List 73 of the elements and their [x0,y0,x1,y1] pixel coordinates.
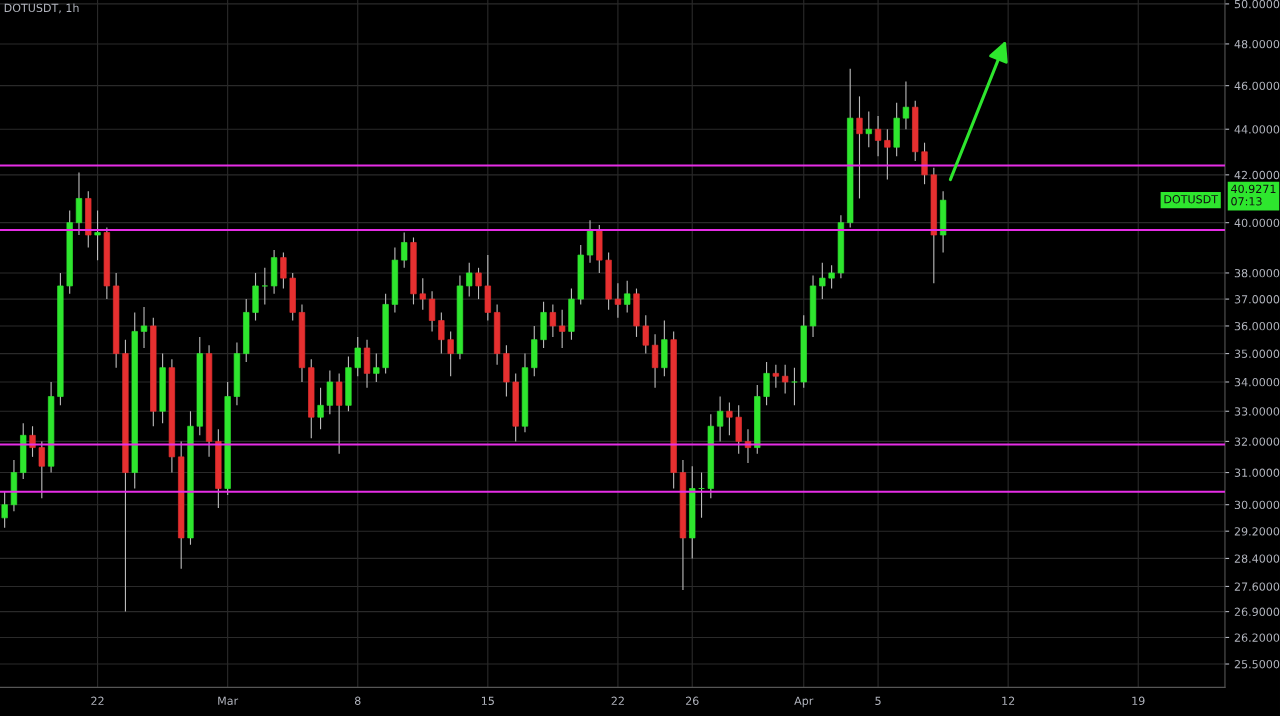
candlestick [94,209,101,261]
candlestick [475,267,482,300]
y-tick-label: 46.0000 [1234,81,1280,91]
candlestick [884,128,891,181]
x-tick-label: 22 [611,696,624,705]
y-tick-label: 36.0000 [1234,321,1280,331]
chart-title: DOTUSDT, 1h [4,3,79,14]
candlestick [354,336,361,377]
y-tick-label: 25.5000 [1234,659,1280,669]
y-tick-label: 28.4000 [1234,554,1280,563]
candlestick [716,395,724,442]
candlestick [865,111,872,148]
y-tick-label: 27.6000 [1234,582,1280,591]
x-tick-label: Apr [794,696,814,708]
y-tick-label: 32.0000 [1234,437,1280,446]
candlestick [466,262,473,298]
candlestick [38,440,45,499]
y-tick-label: 37.0000 [1234,295,1280,304]
candlestick [726,401,733,436]
candlestick [772,364,779,389]
x-tick-label: 5 [875,696,881,705]
candlestick [651,333,659,389]
candlestick [549,303,556,338]
candlestick [419,277,426,311]
x-tick-label: 15 [481,696,494,705]
candlestick [819,262,826,300]
y-tick-label: 38.0000 [1234,268,1280,278]
candlestick [856,95,863,200]
candlestick [336,372,343,455]
candlestick [782,364,789,395]
candlestick [317,387,324,430]
x-tick-label: 26 [685,696,699,705]
candlestick [828,264,835,290]
candlestick [428,290,436,332]
candlestick [401,231,408,269]
y-tick-label: 33.0000 [1234,407,1280,416]
y-tick-label: 44.0000 [1234,125,1280,134]
y-tick-label: 34.0000 [1234,377,1280,387]
y-tick-label: 35.0000 [1234,349,1280,358]
candlestick [261,267,268,305]
candlestick [280,251,287,290]
x-tick-label: Mar [218,696,239,705]
y-tick-label: 48.0000 [1234,39,1280,49]
candlestick [1,491,8,529]
x-tick-label: 8 [354,696,361,705]
candlestick [373,353,380,383]
y-tick-label: 40.0000 [1234,218,1280,228]
candlestick [902,80,910,130]
candlestick [326,369,333,415]
candlestick [140,306,148,349]
y-tick-label: 30.0000 [1234,500,1280,510]
text: 40.9271 [1231,184,1276,194]
candlestick [921,142,928,185]
y-tick-label: 42.0000 [1234,170,1280,180]
text: 07:13 [1231,197,1262,206]
y-tick-label: 50.0000 [1234,0,1280,9]
candlestick [438,311,445,355]
x-tick-label: 12 [1002,696,1015,705]
candlestick [791,367,798,406]
x-tick-label: 22 [91,696,104,705]
y-tick-label: 26.9000 [1234,607,1280,616]
candlestick [642,314,649,355]
annotation: DOTUSDT [1164,195,1219,204]
candlestick [614,282,622,319]
candlestick [874,115,882,157]
y-tick-label: 26.2000 [1234,633,1280,642]
x-tick-label: 19 [1132,696,1145,705]
candlestick [624,280,631,313]
y-tick-label: 29.2000 [1234,527,1280,536]
y-tick-label: 31.0000 [1234,468,1280,477]
candlestick [763,361,770,406]
candlestick [447,330,454,377]
candlestick [559,309,566,349]
